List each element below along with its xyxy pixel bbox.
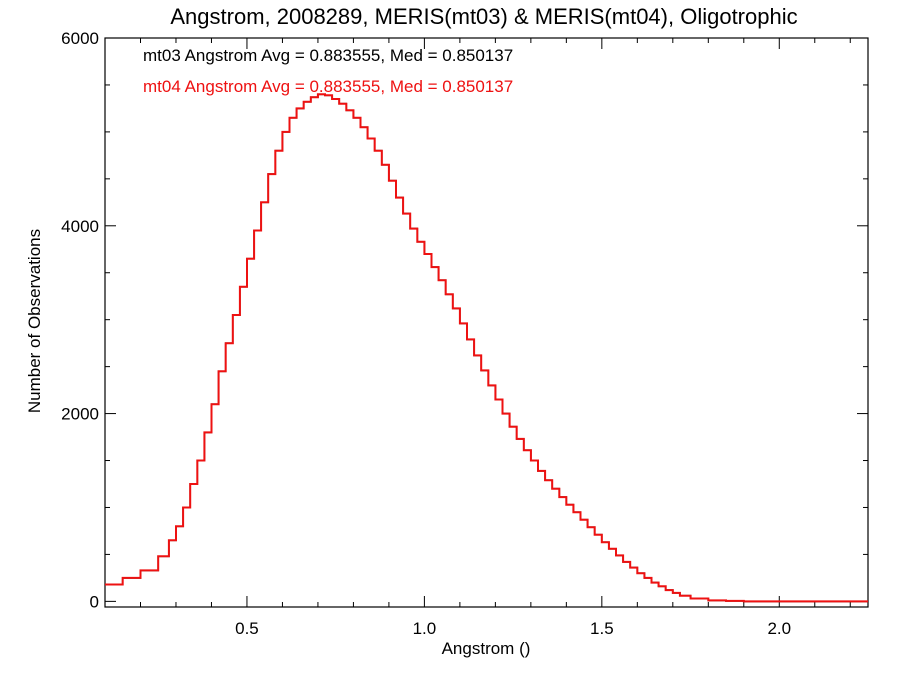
series-mt03-line xyxy=(105,93,868,603)
y-tick-label: 6000 xyxy=(61,29,99,48)
legend-entry-mt04: mt04 Angstrom Avg = 0.883555, Med = 0.85… xyxy=(143,77,513,96)
series-layer xyxy=(105,93,868,603)
x-axis-label: Angstrom () xyxy=(442,639,531,658)
y-tick-label: 4000 xyxy=(61,217,99,236)
legend-entry-mt03: mt03 Angstrom Avg = 0.883555, Med = 0.85… xyxy=(143,46,513,65)
x-tick-label: 2.0 xyxy=(767,619,791,638)
x-tick-label: 1.0 xyxy=(413,619,437,638)
tick-labels: 0.5 1.0 1.5 2.0 0 2000 4000 6000 xyxy=(61,29,791,638)
y-tick-label: 0 xyxy=(90,592,99,611)
chart-title: Angstrom, 2008289, MERIS(mt03) & MERIS(m… xyxy=(170,4,797,29)
y-tick-label: 2000 xyxy=(61,405,99,424)
axis-ticks xyxy=(105,37,868,607)
series-mt04-line xyxy=(105,93,868,603)
x-tick-label: 1.5 xyxy=(590,619,614,638)
x-tick-label: 0.5 xyxy=(235,619,259,638)
plot-frame xyxy=(104,37,869,608)
y-axis-label: Number of Observations xyxy=(25,229,44,413)
